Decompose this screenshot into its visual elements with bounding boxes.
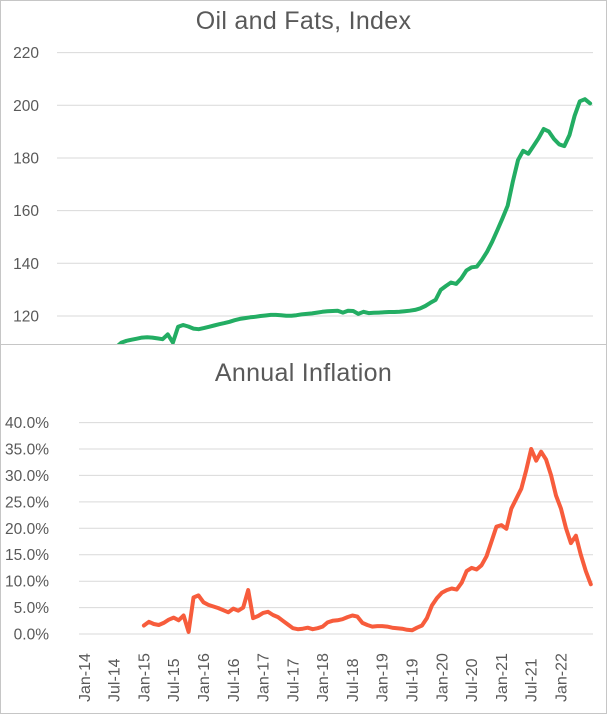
- y-axis-tick-label: 30.0%: [5, 468, 49, 485]
- y-axis-tick-label: 25.0%: [5, 494, 49, 511]
- y-axis-tick-label: 160: [13, 203, 39, 220]
- x-axis-tick-label: Jan-14: [77, 653, 94, 702]
- x-axis-tick-label: Jul-16: [226, 658, 243, 702]
- index-line: [116, 97, 593, 344]
- chart-title: Annual Inflation: [214, 359, 393, 387]
- y-axis-tick-label: 15.0%: [5, 547, 49, 564]
- y-axis-tick-label: 10.0%: [5, 574, 49, 591]
- y-axis-tick-label: 0.0%: [14, 627, 50, 644]
- y-axis-tick-label: 35.0%: [5, 442, 49, 459]
- annual-inflation-chart: 40.0% 35.0% 30.0% 25.0% 20.0% 15.0% 10.0% 5.0% 0…: [0, 344, 607, 714]
- x-axis-tick-label: Jul-17: [285, 658, 302, 702]
- x-axis-tick-label: Jan-18: [315, 653, 332, 702]
- y-axis-tick-label: 5.0%: [14, 600, 50, 617]
- inflation-line: [141, 447, 593, 634]
- x-axis-tick-label: Jul-14: [107, 658, 124, 702]
- x-axis-tick-label: Jan-15: [136, 653, 153, 702]
- y-axis-tick-label: 200: [13, 98, 39, 115]
- x-axis-tick-label: Jan-19: [375, 653, 392, 702]
- x-axis-tick-label: Jan-17: [256, 653, 273, 702]
- x-axis-tick-label: Jan-20: [434, 653, 451, 702]
- annual-inflation-plot-area: 40.0% 35.0% 30.0% 25.0% 20.0% 15.0% 10.0% 5.0% 0…: [5, 415, 593, 702]
- y-axis-tick-label: 220: [13, 45, 39, 62]
- x-axis-tick-label: Jul-18: [345, 658, 362, 702]
- y-axis-tick-label: 120: [13, 309, 39, 326]
- x-axis-tick-label: Jan-21: [494, 653, 511, 702]
- x-axis-tick-label: Jul-21: [524, 658, 541, 702]
- x-axis-tick-label: Jul-19: [405, 658, 422, 702]
- y-axis-tick-label: 40.0%: [5, 415, 49, 432]
- chart-title: Oil and Fats, Index: [195, 7, 412, 35]
- x-axis-tick-label: Jul-15: [166, 658, 183, 702]
- x-axis-tick-label: Jan-22: [554, 653, 571, 702]
- oil-fats-plot-area: 220 200 180 160 140 120: [13, 45, 593, 344]
- oil-fats-chart: 220 200 180 160 140 120 Oil and Fats, Index: [0, 0, 607, 345]
- y-axis-tick-label: 20.0%: [5, 521, 49, 538]
- y-axis-tick-label: 180: [13, 151, 39, 168]
- x-axis-tick-label: Jul-20: [464, 658, 481, 702]
- x-axis-tick-label: Jan-16: [196, 653, 213, 702]
- y-axis-tick-label: 140: [13, 256, 39, 273]
